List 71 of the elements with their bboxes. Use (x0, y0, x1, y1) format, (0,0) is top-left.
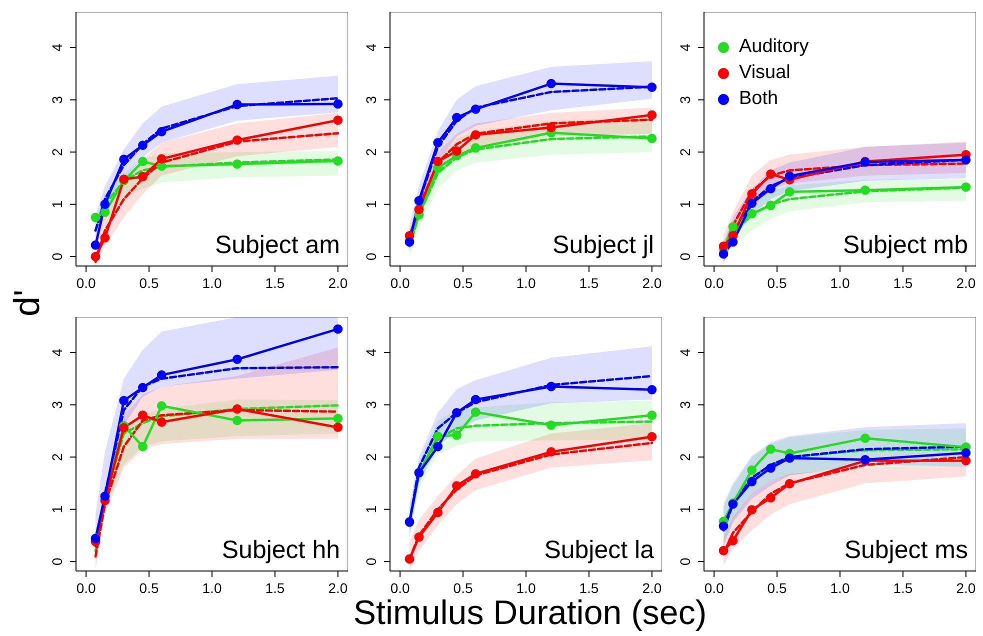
x-tick-label: 1.0 (516, 580, 536, 596)
y-tick-label: 0 (677, 252, 693, 260)
y-tick-label: 1 (677, 200, 693, 208)
y-tick-label: 3 (363, 400, 379, 409)
y-tick-label: 4 (677, 43, 693, 52)
y-tick-label: 0 (363, 557, 379, 566)
x-tick-label: 1.0 (516, 275, 536, 291)
y-tick-label: 0 (363, 252, 379, 260)
x-tick-label: 2.0 (328, 580, 348, 596)
x-tick-label: 0.5 (767, 275, 787, 291)
y-tick-label: 3 (49, 400, 65, 409)
x-tick-label: 1.5 (579, 275, 599, 291)
x-tick-label: 0.0 (76, 275, 96, 291)
x-tick-label: 0.0 (704, 275, 724, 291)
x-tick-label: 1.0 (830, 275, 850, 291)
x-tick-label: 0.5 (453, 275, 473, 291)
annotation: Subject jl (552, 231, 654, 260)
y-tick-label: 1 (49, 200, 65, 208)
x-tick-label: 2.0 (956, 580, 976, 596)
y-tick-label: 1 (49, 505, 65, 514)
annotation: Subject mb (842, 231, 968, 260)
y-tick-label: 2 (49, 148, 65, 156)
annotation: Subject am (214, 231, 340, 260)
x-tick-label: 1.0 (202, 275, 222, 291)
x-tick-label: 2.0 (956, 275, 976, 291)
x-tick-label: 0.5 (453, 580, 473, 596)
y-tick-label: 2 (677, 148, 693, 156)
y-tick-label: 1 (677, 505, 693, 514)
legend-label: Both (739, 88, 778, 110)
legend-label: Visual (739, 62, 790, 84)
annotation: Subject ms (844, 536, 968, 565)
y-axis-title: d' (6, 288, 48, 318)
y-tick-label: 4 (363, 348, 379, 356)
x-axis-title: Stimulus Duration (sec) (353, 594, 707, 632)
y-tick-label: 3 (677, 96, 693, 104)
y-tick-label: 3 (49, 96, 65, 104)
y-tick-label: 1 (363, 200, 379, 208)
x-tick-label: 0.0 (390, 275, 410, 291)
x-tick-label: 0.0 (76, 580, 96, 596)
y-tick-label: 4 (49, 348, 65, 356)
y-tick-label: 2 (363, 452, 379, 461)
x-tick-label: 1.5 (893, 275, 913, 291)
y-tick-label: 0 (677, 557, 693, 566)
y-tick-label: 4 (49, 43, 65, 52)
y-tick-label: 2 (49, 452, 65, 461)
x-tick-label: 2.0 (642, 580, 662, 596)
x-tick-label: 1.5 (579, 580, 599, 596)
y-tick-label: 2 (677, 452, 693, 461)
x-tick-label: 1.5 (265, 275, 285, 291)
y-tick-label: 0 (49, 557, 65, 566)
x-tick-label: 0.5 (139, 580, 159, 596)
x-tick-label: 1.0 (202, 580, 222, 596)
x-tick-label: 0.5 (139, 275, 159, 291)
y-tick-label: 4 (363, 43, 379, 52)
x-tick-label: 1.0 (830, 580, 850, 596)
y-tick-label: 1 (363, 505, 379, 514)
y-tick-label: 2 (363, 148, 379, 156)
x-tick-label: 2.0 (642, 275, 662, 291)
x-tick-label: 1.5 (893, 580, 913, 596)
x-tick-label: 1.5 (265, 580, 285, 596)
y-tick-label: 3 (363, 96, 379, 104)
x-tick-label: 0.0 (704, 580, 724, 596)
y-tick-label: 4 (677, 348, 693, 356)
y-tick-label: 3 (677, 400, 693, 409)
x-tick-label: 0.5 (767, 580, 787, 596)
x-tick-label: 2.0 (328, 275, 348, 291)
annotation: Subject hh (222, 536, 340, 565)
legend-label: Auditory (739, 36, 809, 58)
annotation: Subject la (544, 536, 654, 565)
x-tick-label: 0.0 (390, 580, 410, 596)
y-tick-label: 0 (49, 252, 65, 260)
